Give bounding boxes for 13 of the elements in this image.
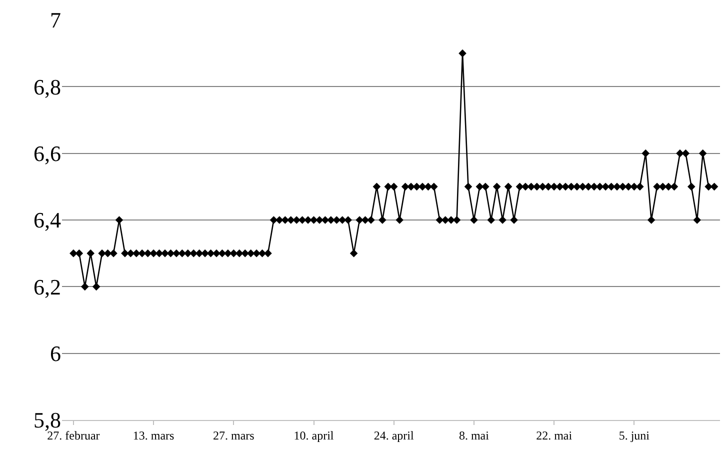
x-tick-label: 22. mai xyxy=(536,428,573,442)
y-tick-label: 7 xyxy=(50,8,61,33)
y-tick-label: 6,8 xyxy=(34,74,61,100)
y-tick-label: 6 xyxy=(50,341,61,366)
x-tick-label: 27. mars xyxy=(212,428,255,442)
x-tick-label: 13. mars xyxy=(132,428,175,442)
y-tick-label: 6,2 xyxy=(34,274,61,300)
x-tick-label: 24. april xyxy=(374,428,415,442)
y-tick-label: 6,6 xyxy=(34,141,61,166)
y-tick-label: 6,4 xyxy=(34,208,61,233)
x-tick-label: 5. juni xyxy=(618,428,650,442)
x-tick-label: 10. april xyxy=(294,428,334,442)
x-tick-label: 8. mai xyxy=(458,428,490,442)
